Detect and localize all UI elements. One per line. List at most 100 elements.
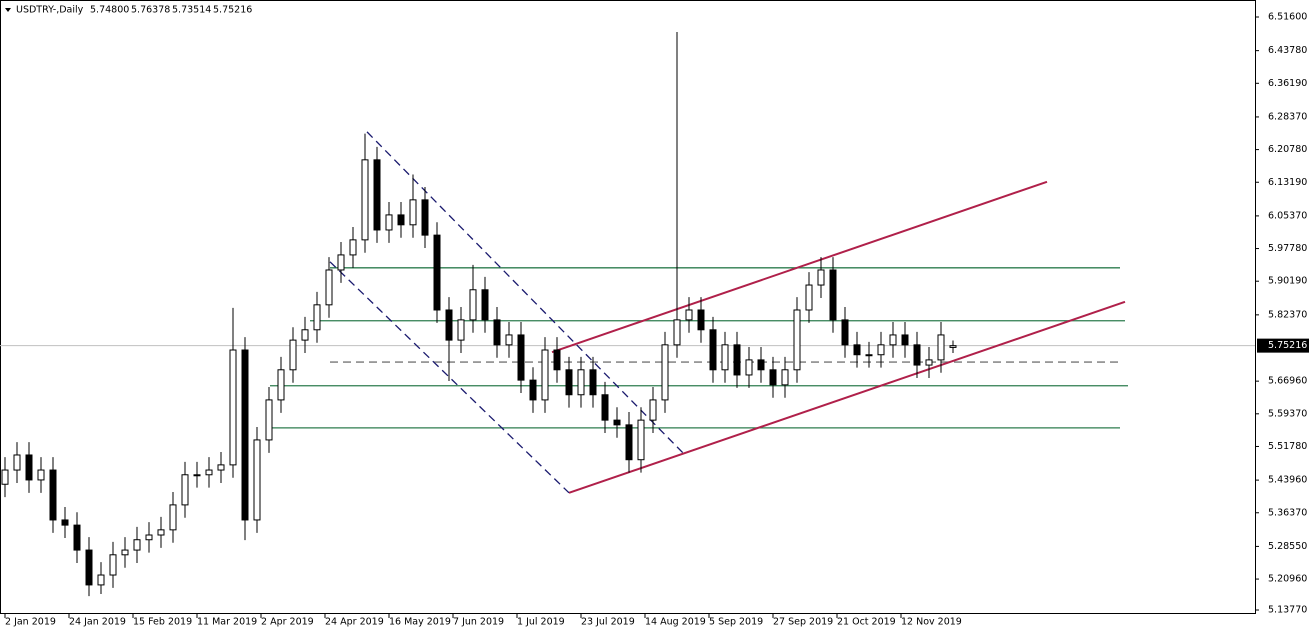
candle-body [493,319,501,346]
candle-body [133,539,141,551]
candle-body [733,344,741,376]
candle-body [37,469,45,481]
y-tick-label: 6.05370 [1268,210,1307,221]
y-tick-label: 5.36370 [1268,507,1307,518]
candle-body [289,339,297,371]
candle-body [73,524,81,551]
candle-body [565,369,573,396]
candle-body [193,474,201,477]
x-tick-label: 15 Feb 2019 [133,617,192,628]
drawn-line [366,131,686,456]
candle-body [505,334,513,346]
candle-body [385,214,393,231]
x-tick-label: 24 Apr 2019 [325,617,384,628]
candle-body [457,319,465,341]
x-tick-label: 2 Jan 2019 [5,617,56,628]
candle-body [937,334,945,361]
y-tick-label: 5.43960 [1268,475,1307,486]
y-tick-label: 5.66960 [1268,376,1307,387]
candle-body [301,329,309,341]
x-tick-label: 12 Nov 2019 [901,617,962,628]
candle-body [253,439,261,521]
x-tick-label: 7 Jun 2019 [453,617,504,628]
x-tick-label: 24 Jan 2019 [69,617,126,628]
candle-body [925,359,933,366]
candle-body [337,254,345,271]
y-tick-label: 5.13770 [1268,604,1307,615]
candle-body [829,269,837,321]
plot-frame [0,0,1256,614]
candle-body [325,269,333,306]
drawn-line [551,180,1048,354]
candle-body [229,349,237,466]
ohlc-header: 5.74800 5.76378 5.73514 5.75216 [90,5,252,16]
candle-body [553,349,561,371]
candle-body [613,419,621,426]
x-tick-label: 11 Mar 2019 [197,617,257,628]
candle-body [469,289,477,321]
candle-body [85,549,93,586]
candle-body [529,379,537,401]
candle-body [853,344,861,356]
candle-body [433,234,441,311]
candle-body [949,345,957,348]
y-tick-label: 6.13190 [1268,177,1307,188]
candle-body [757,359,765,371]
y-tick-label: 6.28370 [1268,111,1307,122]
y-tick-label: 6.20780 [1268,144,1307,155]
candle-body [361,159,369,241]
candle-body [409,199,417,226]
y-tick-label: 5.28550 [1268,541,1307,552]
candle-body [265,399,273,441]
candle-body [349,239,357,256]
menu-arrow[interactable] [5,8,11,12]
x-tick-label: 1 Jul 2019 [517,617,565,628]
candle-body [589,369,597,396]
candle-body [913,344,921,366]
candle-body [97,574,105,586]
candle-body [445,309,453,341]
candle-body [313,304,321,331]
candle-body [481,289,489,321]
candle-body [685,309,693,321]
x-tick-label: 27 Sep 2019 [773,617,833,628]
candle-body [709,329,717,371]
y-tick-label: 5.97780 [1268,243,1307,254]
candle-body [61,519,69,526]
candle-body [901,334,909,346]
candle-body [625,424,633,461]
candle-body [781,369,789,386]
candle-body [145,534,153,541]
candle-body [517,334,525,381]
candle-body [541,349,549,401]
candle-body [661,344,669,401]
y-tick-label: 5.20960 [1268,574,1307,585]
current-price-box [1257,338,1309,353]
ohlc-value: 5.75216 [213,5,252,16]
candle-body [649,399,657,421]
candle-body [841,319,849,346]
candle-body [805,284,813,311]
candle-body [889,334,897,346]
candle-body [673,319,681,346]
candle-body [877,344,885,356]
y-tick-label: 5.59370 [1268,408,1307,419]
candle-body [157,529,165,536]
x-tick-label: 5 Sep 2019 [709,617,763,628]
candle-body [373,159,381,231]
y-tick-label: 6.51600 [1268,11,1307,22]
ohlc-value: 5.76378 [131,5,170,16]
candle-body [721,344,729,371]
candle-body [637,419,645,461]
x-tick-label: 14 Aug 2019 [645,617,706,628]
candle-body [13,454,21,471]
candle-body [121,549,129,556]
ohlc-value: 5.73514 [172,5,211,16]
candle-body [25,454,33,481]
drawn-line [568,300,1126,494]
candle-body [421,199,429,236]
candle-body [205,469,213,476]
y-tick-label: 6.36190 [1268,78,1307,89]
candle-body [277,369,285,401]
